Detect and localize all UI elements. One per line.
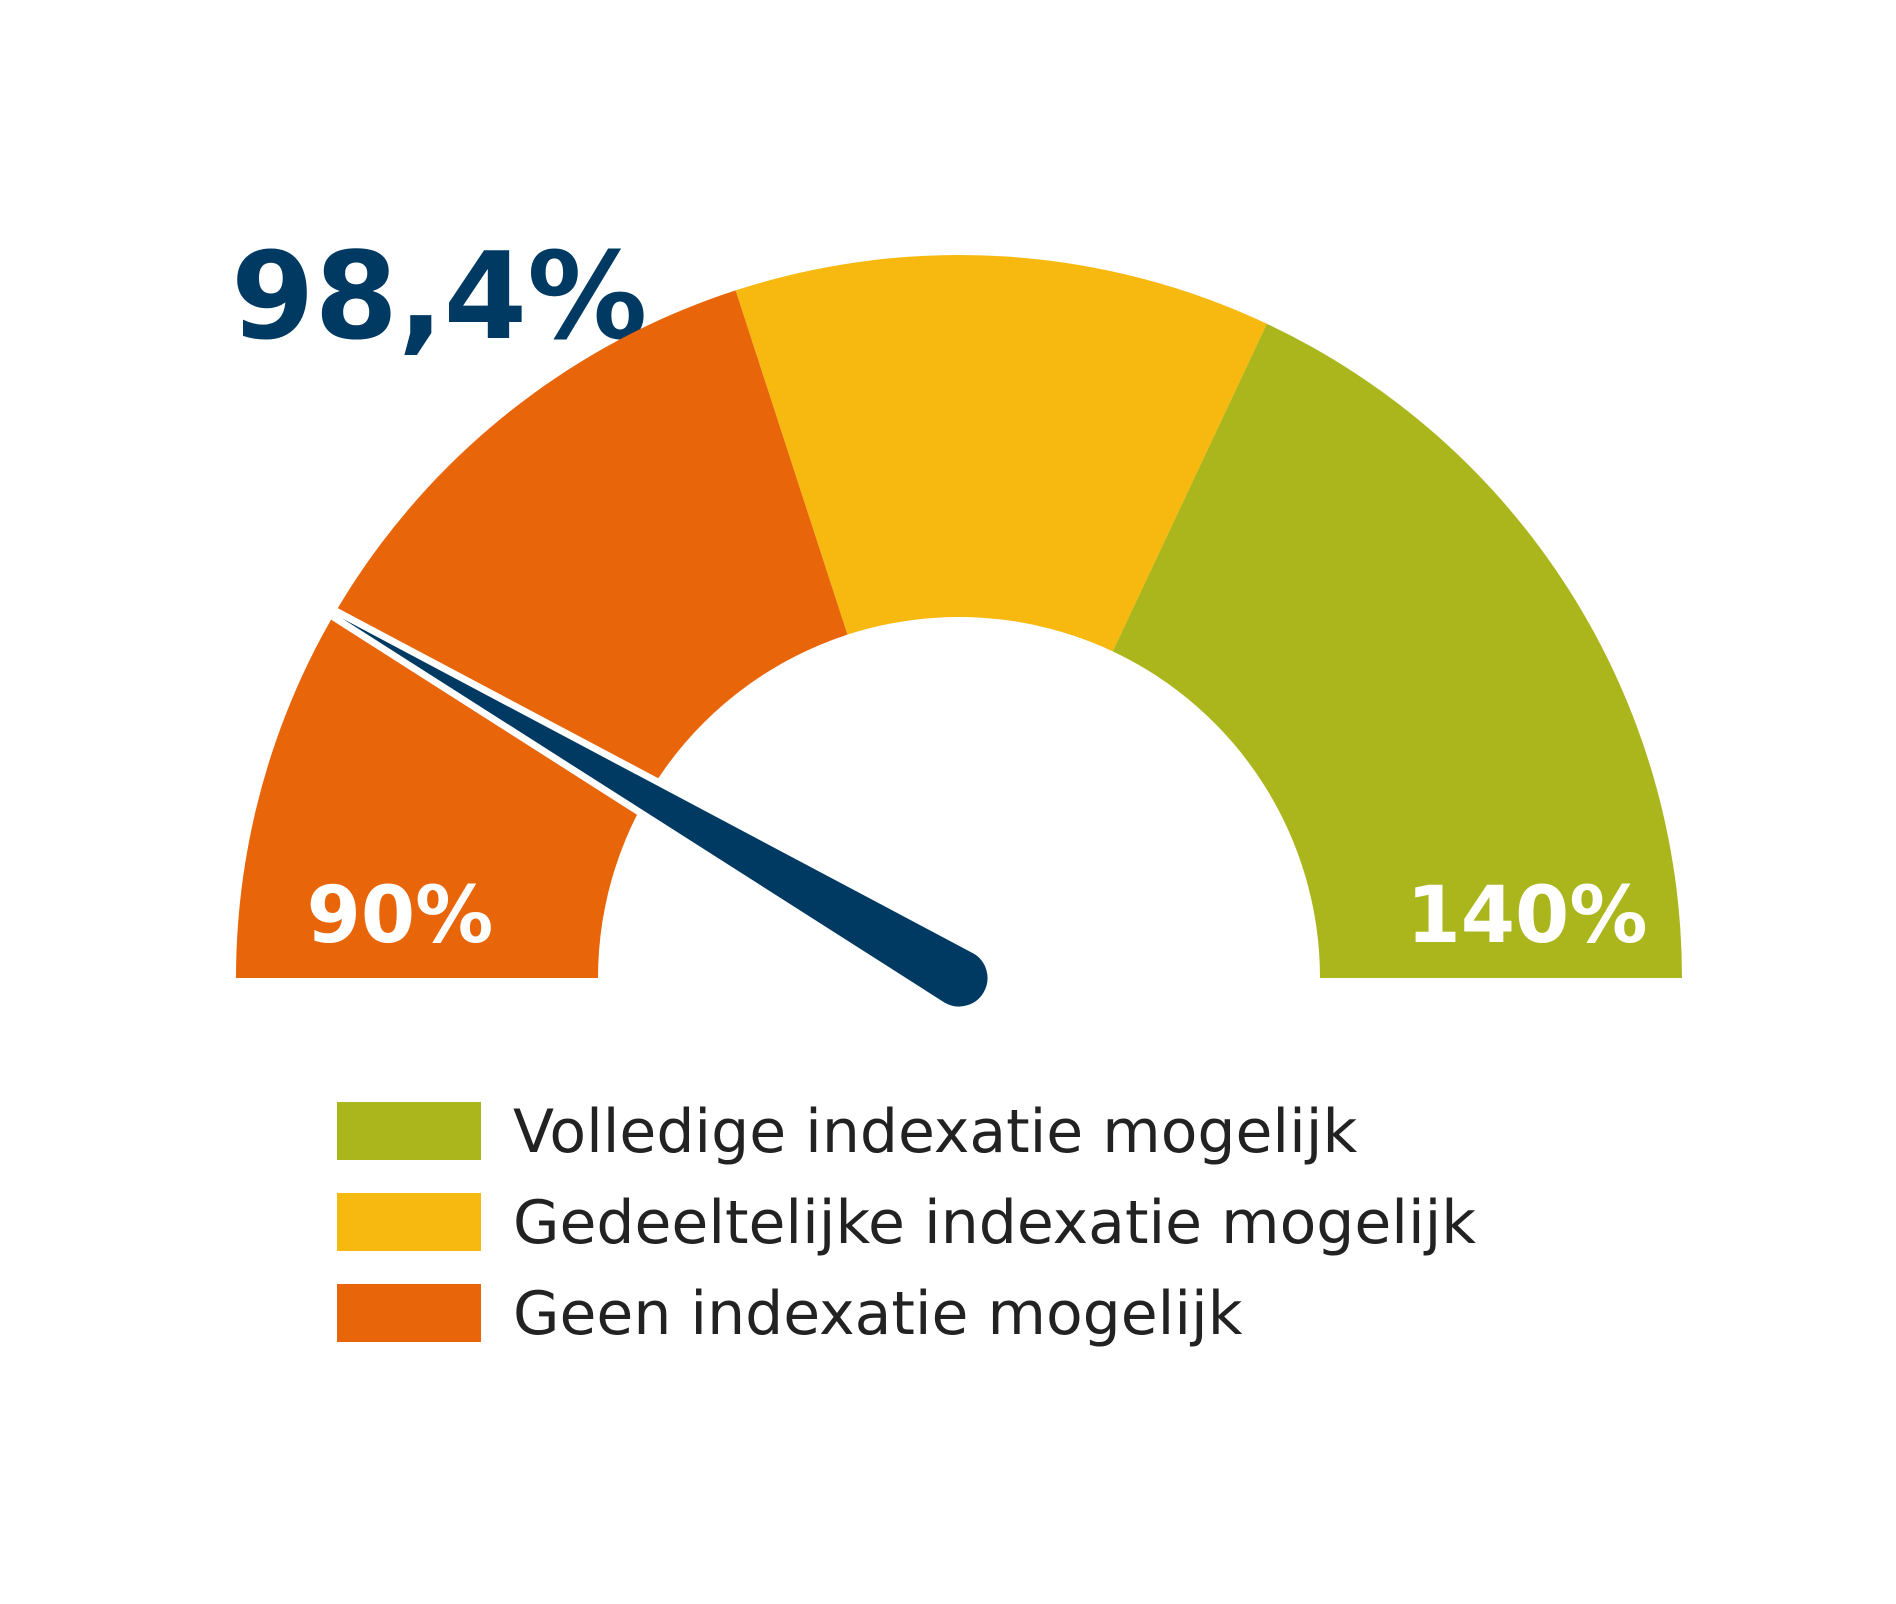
- gauge-tick-label: 140%: [1407, 871, 1648, 961]
- gauge-segment: [236, 290, 848, 979]
- legend-swatch: [337, 1102, 481, 1160]
- legend-label: Gedeeltelijke indexatie mogelijk: [513, 1188, 1476, 1258]
- legend-swatch: [337, 1284, 481, 1342]
- legend-label: Volledige indexatie mogelijk: [513, 1097, 1357, 1167]
- gauge-needle: [325, 605, 995, 1014]
- legend-label: Geen indexatie mogelijk: [513, 1279, 1243, 1349]
- gauge-value-label: 98,4%: [231, 228, 647, 367]
- legend-swatch: [337, 1193, 481, 1251]
- gauge-segment: [735, 255, 1267, 652]
- gauge-segment: [1112, 323, 1682, 978]
- gauge-tick-label: 90%: [307, 871, 494, 961]
